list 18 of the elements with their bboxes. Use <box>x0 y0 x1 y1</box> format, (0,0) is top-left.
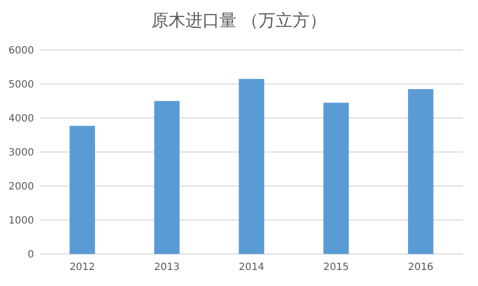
y-tick-label: 6000 <box>8 46 34 56</box>
y-tick-label: 1000 <box>8 216 34 226</box>
y-tick-label: 5000 <box>8 80 34 90</box>
y-tick-label: 4000 <box>8 114 34 124</box>
x-tick-label: 2012 <box>70 262 96 273</box>
bar <box>70 126 95 254</box>
y-tick-label: 3000 <box>8 148 34 158</box>
bar <box>238 78 264 254</box>
x-tick-label: 2016 <box>408 262 434 273</box>
bar <box>323 102 349 254</box>
x-tick-label: 2013 <box>154 262 180 273</box>
x-tick-label: 2014 <box>238 262 264 273</box>
x-tick-label: 2015 <box>323 262 349 273</box>
bar <box>408 89 434 254</box>
chart-title: 原木进口量 （万立方） <box>151 11 327 31</box>
y-tick-label: 0 <box>28 250 34 260</box>
y-tick-label: 2000 <box>8 182 34 192</box>
bar <box>154 101 180 254</box>
